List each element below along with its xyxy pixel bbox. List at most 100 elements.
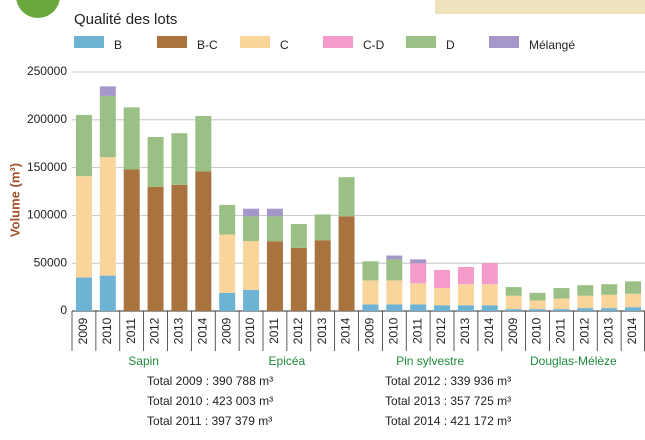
group-label: Epicéa [269, 354, 306, 368]
bar-segment [243, 289, 260, 311]
legend-swatch [74, 36, 104, 48]
bar-segment [481, 305, 498, 311]
bar-segment [75, 277, 92, 311]
bar-segment [243, 208, 260, 217]
bar-segment [601, 284, 618, 295]
bar-segment [290, 224, 307, 248]
legend-swatch [323, 36, 353, 48]
x-tick-label: 2013 [315, 317, 329, 344]
bar-segment [553, 309, 570, 311]
bar-segment [171, 133, 188, 185]
x-tick-label: 2012 [434, 317, 448, 344]
y-tick-label: 200000 [27, 112, 67, 126]
bar-segment [625, 293, 642, 308]
bar-segment [219, 234, 236, 293]
legend-label: B [114, 38, 122, 52]
total-annotation: Total 2011 : 397 379 m³ [147, 414, 272, 428]
bar-segment [553, 288, 570, 299]
bar-segment [362, 261, 379, 281]
x-tick-label: 2014 [339, 317, 353, 344]
bar-segment [266, 241, 283, 311]
bar-segment [505, 309, 522, 311]
x-tick-label: 2010 [243, 317, 257, 344]
legend-label: B-C [197, 38, 218, 52]
legend-label: C [280, 38, 289, 52]
bar-segment [266, 208, 283, 217]
legend-swatch [157, 36, 187, 48]
header-box [435, 0, 645, 14]
bar-segment [123, 169, 140, 311]
bar-segment [529, 292, 546, 301]
bar-segment [386, 304, 403, 311]
bar-segment [362, 304, 379, 311]
bar-segment [243, 241, 260, 290]
total-annotation: Total 2010 : 423 003 m³ [147, 394, 273, 408]
bar-segment [386, 259, 403, 281]
legend-label: Mélangé [529, 38, 575, 52]
bar-segment [147, 137, 164, 187]
total-annotation: Total 2013 : 357 725 m³ [385, 394, 511, 408]
bar-segment [386, 280, 403, 305]
bar-segment [266, 216, 283, 242]
bar-segment [338, 216, 355, 311]
bar-segment [553, 298, 570, 310]
bar-segment [99, 275, 116, 311]
x-tick-label: 2009 [363, 317, 377, 344]
bar-segment [601, 294, 618, 309]
bar-segment [362, 280, 379, 305]
bar-segment [410, 304, 427, 311]
bar-segment [171, 184, 188, 311]
bar-segment [290, 247, 307, 311]
bar-segment [457, 305, 474, 311]
bar-segment [338, 177, 355, 217]
bar-segment [505, 295, 522, 310]
bar-segment [529, 300, 546, 310]
total-annotation: Total 2009 : 390 788 m³ [147, 374, 273, 388]
x-tick-label: 2013 [601, 317, 615, 344]
bar-segment [601, 308, 618, 311]
bar-segment [577, 285, 594, 296]
legend-swatch [406, 36, 436, 48]
bar-segment [219, 204, 236, 235]
y-axis-label: Volume (m³) [7, 163, 22, 237]
x-tick-label: 2010 [386, 317, 400, 344]
x-tick-label: 2012 [577, 317, 591, 344]
bar-segment [219, 292, 236, 311]
bar-segment [577, 308, 594, 311]
legend-label: D [446, 38, 455, 52]
x-tick-label: 2011 [554, 318, 568, 344]
bar-segment [195, 171, 212, 311]
bar-segment [99, 157, 116, 276]
legend-label: C-D [363, 38, 385, 52]
x-tick-label: 2012 [148, 317, 162, 344]
group-label: Pin sylvestre [396, 354, 464, 368]
bar-segment [75, 115, 92, 177]
x-tick-label: 2011 [124, 318, 138, 344]
group-label: Douglas-Mélèze [530, 354, 617, 368]
x-tick-label: 2014 [195, 317, 209, 344]
bar-segment [99, 86, 116, 96]
legend-swatch [240, 36, 270, 48]
bar-segment [410, 283, 427, 305]
x-tick-label: 2011 [410, 318, 424, 344]
bar-segment [434, 305, 451, 311]
bar-segment [123, 107, 140, 170]
bar-segment [99, 95, 116, 158]
x-tick-label: 2013 [458, 317, 472, 344]
bar-segment [625, 307, 642, 311]
x-tick-label: 2012 [291, 317, 305, 344]
x-tick-label: 2009 [506, 317, 520, 344]
x-tick-label: 2011 [267, 318, 281, 344]
bar-segment [457, 284, 474, 306]
bar-segment [577, 295, 594, 309]
bar-segment [410, 259, 427, 264]
bar-segment [386, 255, 403, 260]
bar-segment [457, 267, 474, 285]
bar-segment [314, 214, 331, 241]
bar-segment [505, 287, 522, 296]
x-tick-label: 2014 [625, 317, 639, 344]
bar-segment [75, 176, 92, 278]
bar-segment [147, 186, 164, 311]
x-tick-label: 2013 [172, 317, 186, 344]
